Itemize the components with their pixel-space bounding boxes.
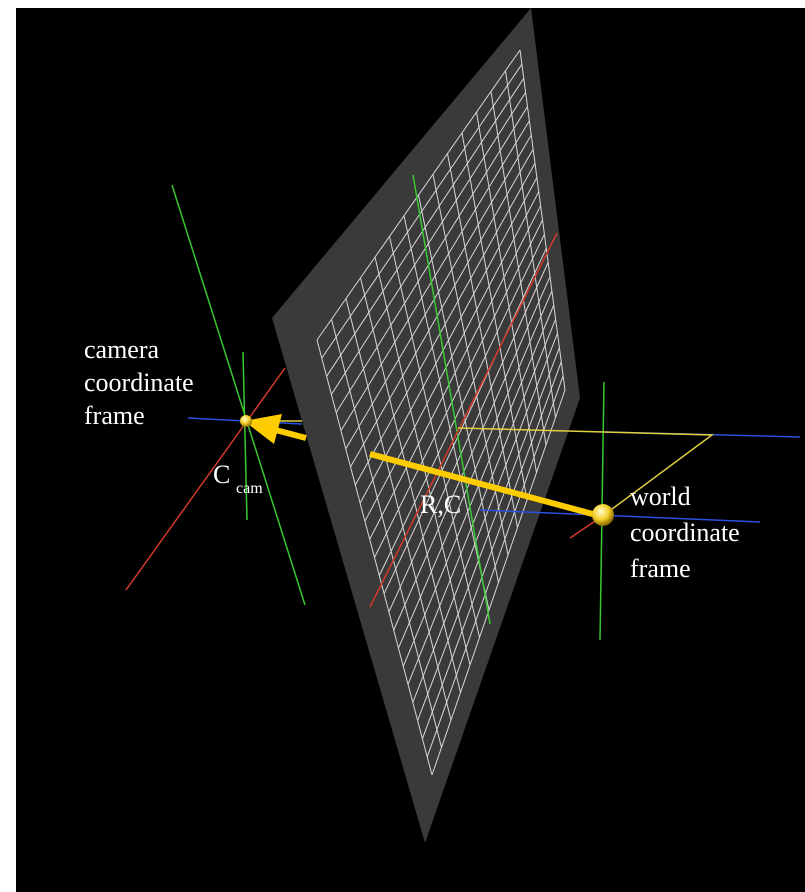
- camera-center-subscript: cam: [236, 480, 263, 497]
- grid-line-row: [316, 49, 521, 341]
- image-plane-grid: [316, 49, 566, 776]
- grid-line-row: [412, 333, 558, 703]
- world-frame-label-line2: coordinate: [630, 518, 740, 547]
- grid-line-row: [407, 319, 557, 685]
- grid-line-row: [330, 92, 527, 395]
- grid-line-row: [340, 120, 530, 431]
- world-x-axis: [369, 232, 558, 608]
- world-axes: [369, 174, 801, 641]
- grid-line-row: [354, 163, 536, 486]
- grid-line-row: [364, 191, 540, 522]
- grid-line-row: [417, 347, 560, 721]
- camera-center-sphere: [240, 415, 252, 427]
- transform-arrow: [244, 414, 601, 519]
- world-origin-sphere: [592, 504, 614, 526]
- world-y-axis: [412, 174, 491, 625]
- image-plane: [272, 8, 580, 843]
- grid-line-row: [378, 233, 545, 576]
- grid-line-row: [393, 276, 551, 631]
- camera-axes: [125, 184, 306, 606]
- grid-line-row: [345, 134, 532, 450]
- world-frame-label-line1: world: [630, 482, 691, 511]
- camera-frame-label-line2: coordinate: [84, 368, 194, 397]
- camera-center-label: C: [213, 460, 230, 489]
- camera-frame-label: camera coordinate frame: [84, 335, 200, 430]
- grid-line-row: [383, 248, 547, 595]
- grid-line-row: [374, 219, 543, 558]
- projection-frustum-lines: [457, 427, 715, 516]
- camera-x-axis: [125, 367, 286, 591]
- world-frame-label-line3: frame: [630, 554, 691, 583]
- grid-line-row: [359, 177, 538, 504]
- rotation-translation-label: R,C: [420, 490, 461, 519]
- camera-y-axis: [171, 184, 306, 606]
- arrow-head: [244, 414, 282, 444]
- grid-line-row: [426, 375, 564, 758]
- camera-frame-label-line3: frame: [84, 401, 145, 430]
- arrow-shaft-lower: [369, 451, 601, 519]
- grid-line-row: [369, 205, 542, 540]
- world-frame-label: world coordinate frame: [630, 482, 746, 583]
- camera-frame-label-line1: camera: [84, 335, 160, 364]
- grid-line-row: [398, 290, 553, 649]
- grid-line-row: [321, 63, 523, 359]
- grid-line-row: [388, 262, 549, 613]
- world-z-axis: [479, 509, 761, 523]
- grid-line-row: [431, 389, 566, 776]
- grid-line-row: [335, 106, 528, 413]
- grid-line-row: [350, 148, 534, 468]
- camera-y-axis-vertical: [242, 351, 248, 521]
- grid-line-row: [421, 361, 562, 739]
- grid-line-row: [326, 78, 525, 377]
